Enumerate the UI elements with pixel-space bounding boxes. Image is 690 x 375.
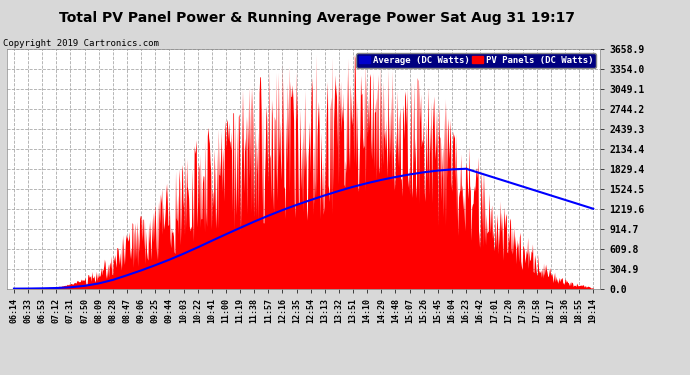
- Legend: Average (DC Watts), PV Panels (DC Watts): Average (DC Watts), PV Panels (DC Watts): [356, 53, 595, 68]
- Text: Copyright 2019 Cartronics.com: Copyright 2019 Cartronics.com: [3, 39, 159, 48]
- Text: Total PV Panel Power & Running Average Power Sat Aug 31 19:17: Total PV Panel Power & Running Average P…: [59, 11, 575, 25]
